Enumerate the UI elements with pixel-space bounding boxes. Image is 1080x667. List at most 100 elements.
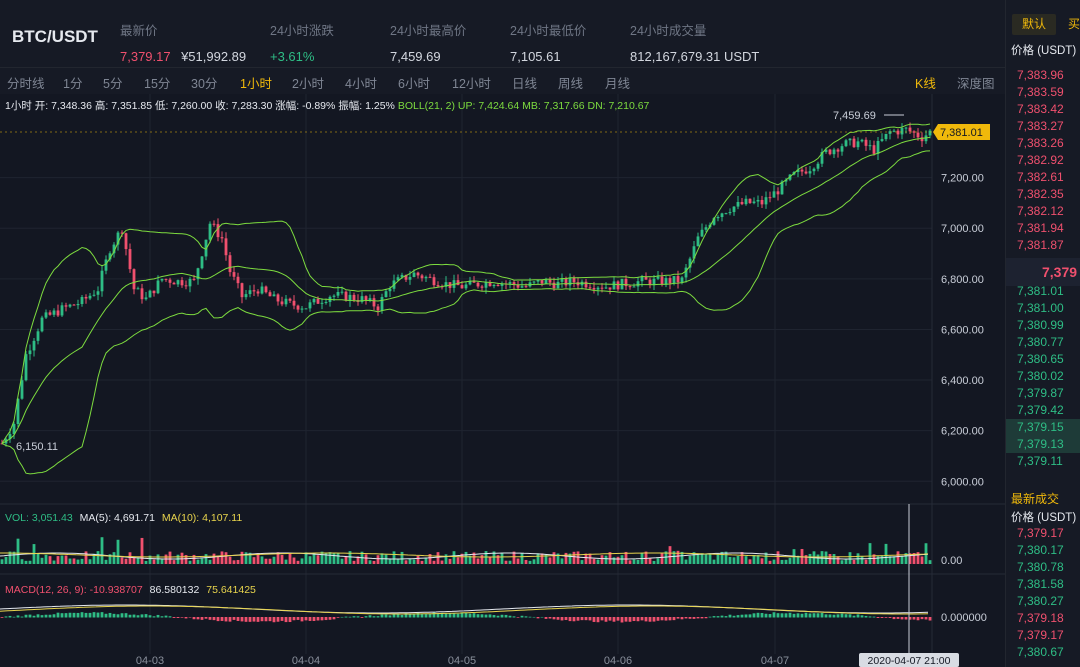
x-tick-label: 04-06 <box>604 655 632 667</box>
candle-body <box>100 270 104 292</box>
default-view-button[interactable]: 默认 <box>1012 14 1056 35</box>
candle-body <box>132 269 136 290</box>
tab-4h[interactable]: 4小时 <box>345 77 377 91</box>
candle-body <box>500 283 504 286</box>
bid-price[interactable]: 7,381.01 <box>1017 284 1064 298</box>
candle-body <box>848 138 852 141</box>
volume-bar <box>44 554 48 564</box>
volume-bar <box>12 551 16 564</box>
ask-price[interactable]: 7,383.26 <box>1017 136 1064 150</box>
tab-2h[interactable]: 2小时 <box>292 77 324 91</box>
ask-price[interactable]: 7,382.92 <box>1017 153 1064 167</box>
ask-price[interactable]: 7,382.61 <box>1017 170 1064 184</box>
ask-price[interactable]: 7,383.96 <box>1017 68 1064 82</box>
tab-1d[interactable]: 日线 <box>512 77 538 91</box>
bid-price[interactable]: 7,381.00 <box>1017 301 1064 315</box>
candle-body <box>740 201 744 205</box>
ohlc-readout: 1小时 开: 7,348.36 高: 7,351.85 低: 7,260.00 … <box>5 98 649 113</box>
boll-upper <box>1 123 931 444</box>
tab-12h[interactable]: 12小时 <box>452 77 491 91</box>
bid-price[interactable]: 7,380.02 <box>1017 369 1064 383</box>
buy-view-button[interactable]: 买 <box>1068 17 1080 31</box>
ask-price[interactable]: 7,383.27 <box>1017 119 1064 133</box>
candle-body <box>224 238 228 256</box>
candle-body <box>20 380 24 399</box>
tab-5m[interactable]: 5分 <box>103 77 123 91</box>
tab-kline[interactable]: K线 <box>915 77 936 91</box>
volume-bar <box>80 558 84 564</box>
candle-body <box>16 398 20 424</box>
bid-price[interactable]: 7,379.15 <box>1006 419 1080 436</box>
volume-bar <box>496 555 500 564</box>
macd-bar <box>836 614 840 618</box>
macd-bar <box>344 616 348 618</box>
trade-price: 7,380.78 <box>1017 560 1064 574</box>
stat-label: 24小时最低价 <box>510 24 587 38</box>
tab-timeline[interactable]: 分时线 <box>7 77 45 91</box>
bid-price[interactable]: 7,380.65 <box>1017 352 1064 366</box>
change-value: +3.61% <box>270 49 315 64</box>
volume-bar <box>464 551 468 564</box>
tab-15m[interactable]: 15分 <box>144 77 171 91</box>
ask-price[interactable]: 7,381.87 <box>1017 238 1064 252</box>
x-tick-label: 04-07 <box>761 655 789 667</box>
candle-body <box>612 281 616 290</box>
macd-bar <box>844 614 848 618</box>
macd-bar <box>812 613 816 618</box>
macd-dif: 86.580132 <box>149 584 200 596</box>
tab-1w[interactable]: 周线 <box>558 77 584 91</box>
macd-bar <box>700 617 704 619</box>
volume-bar <box>224 552 228 564</box>
macd-bar <box>624 617 628 622</box>
tab-30m[interactable]: 30分 <box>191 77 218 91</box>
candle-body <box>444 282 448 287</box>
ask-price[interactable]: 7,382.12 <box>1017 204 1064 218</box>
macd-bar <box>572 617 576 622</box>
candle-body <box>396 277 400 281</box>
volume-bar <box>276 552 280 564</box>
candle-body <box>228 255 232 273</box>
pair-title[interactable]: BTC/USDT <box>12 27 98 46</box>
macd-bar <box>852 615 856 618</box>
bid-price[interactable]: 7,379.13 <box>1006 436 1080 453</box>
ask-price[interactable]: 7,381.94 <box>1017 221 1064 235</box>
volume-bar <box>564 552 568 564</box>
tab-1h[interactable]: 1小时 <box>240 77 272 91</box>
macd-bar <box>244 617 248 622</box>
macd-bar <box>176 617 180 618</box>
volume-bar <box>316 555 320 564</box>
volume-bar <box>460 553 464 564</box>
boll-values: BOLL(21, 2) UP: 7,424.64 MB: 7,317.66 DN… <box>397 100 650 112</box>
volume-bar <box>104 559 108 564</box>
chart-canvas[interactable]: 7,459.69 6,150.11 7,381.01 2020-04-07 21:00… <box>0 94 1005 667</box>
candle-body <box>752 201 756 204</box>
tab-1m[interactable]: 1分 <box>63 77 83 91</box>
candle-body <box>96 291 100 295</box>
ask-price[interactable]: 7,383.59 <box>1017 85 1064 99</box>
bid-price[interactable]: 7,379.11 <box>1017 454 1063 468</box>
macd-bar <box>196 617 200 620</box>
macd-bar <box>912 617 916 620</box>
volume-bar <box>440 560 444 564</box>
bid-price[interactable]: 7,379.42 <box>1017 403 1064 417</box>
tab-1mo[interactable]: 月线 <box>605 77 631 91</box>
bid-price[interactable]: 7,380.77 <box>1017 335 1064 349</box>
volume-bar <box>816 554 820 564</box>
ask-price[interactable]: 7,382.35 <box>1017 187 1064 201</box>
candle-body <box>52 310 56 315</box>
tab-6h[interactable]: 6小时 <box>398 77 430 91</box>
macd-bar <box>0 617 4 618</box>
candle-body <box>432 277 436 286</box>
ask-price[interactable]: 7,383.42 <box>1017 102 1064 116</box>
volume-bar <box>688 555 692 564</box>
volume-bar <box>908 553 912 564</box>
volume-bar <box>752 555 756 564</box>
volume-bar <box>844 559 848 564</box>
tab-depth-chart[interactable]: 深度图 <box>957 77 995 91</box>
bid-price[interactable]: 7,379.87 <box>1017 386 1064 400</box>
macd-bar <box>708 616 712 618</box>
kline-chart[interactable]: 7,459.69 6,150.11 7,381.01 2020-04-07 21:00… <box>0 94 1005 667</box>
volume-bar <box>760 558 764 564</box>
macd-bar <box>64 613 68 618</box>
bid-price[interactable]: 7,380.99 <box>1017 318 1064 332</box>
